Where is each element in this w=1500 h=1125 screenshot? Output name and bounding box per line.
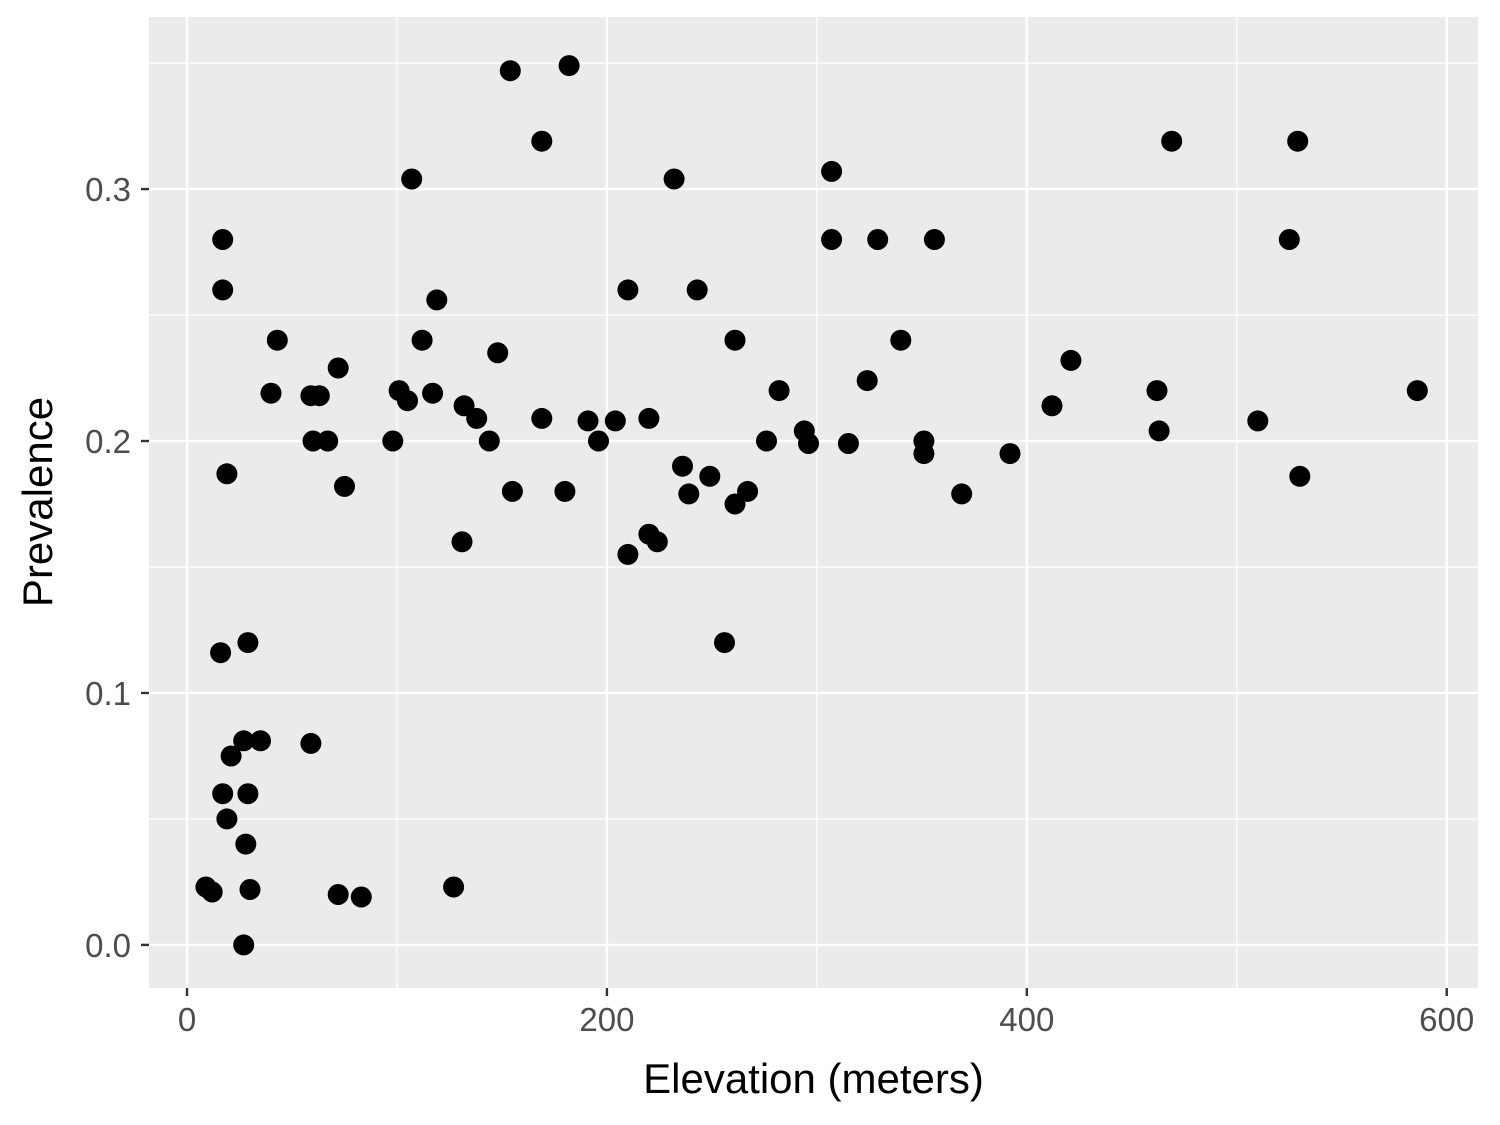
data-point — [638, 407, 660, 429]
data-point — [302, 430, 324, 452]
data-point — [554, 480, 576, 502]
data-point — [1278, 229, 1300, 250]
data-point — [913, 443, 935, 465]
data-point — [216, 808, 238, 830]
data-point — [1041, 395, 1063, 417]
data-point — [212, 783, 234, 805]
data-point — [646, 531, 668, 553]
data-point — [999, 443, 1021, 465]
data-point — [821, 229, 843, 250]
x-tick-label: 600 — [1419, 1001, 1474, 1038]
plot-panel — [149, 17, 1478, 988]
data-point — [1148, 420, 1170, 442]
data-point — [220, 745, 242, 767]
data-point — [686, 279, 708, 301]
data-point — [588, 430, 609, 452]
data-point — [1406, 380, 1428, 402]
y-tick-label: 0.2 — [85, 423, 131, 460]
data-point — [821, 160, 843, 182]
data-point — [1247, 410, 1269, 432]
data-point — [266, 329, 288, 351]
data-point — [951, 483, 973, 505]
data-point — [756, 430, 777, 452]
data-point — [212, 229, 234, 250]
data-point — [699, 465, 721, 487]
data-point — [422, 382, 444, 404]
data-point — [1287, 130, 1309, 152]
data-point — [300, 732, 322, 754]
data-point — [401, 168, 423, 190]
x-tick-label: 200 — [579, 1001, 634, 1038]
data-point — [487, 342, 509, 364]
data-point — [466, 407, 488, 429]
data-point — [411, 329, 433, 351]
data-point — [237, 632, 259, 654]
data-point — [201, 881, 223, 903]
data-point — [768, 380, 790, 402]
data-point — [678, 483, 700, 505]
data-point — [350, 886, 372, 908]
data-point — [558, 55, 580, 77]
data-point — [856, 370, 878, 392]
data-point — [308, 385, 330, 407]
data-point — [235, 833, 257, 855]
data-point — [531, 130, 553, 152]
data-point — [663, 168, 685, 190]
data-point — [499, 60, 521, 82]
data-point — [216, 463, 238, 485]
y-tick-label: 0.1 — [85, 675, 131, 712]
data-point — [426, 289, 448, 311]
data-point — [1161, 130, 1183, 152]
data-point — [210, 642, 232, 664]
data-point — [478, 430, 500, 452]
data-point — [260, 382, 282, 404]
data-point — [382, 430, 404, 452]
data-point — [867, 229, 889, 250]
x-tick-label: 0 — [178, 1001, 196, 1038]
data-point — [672, 455, 693, 477]
data-point — [397, 390, 418, 412]
data-point — [531, 407, 553, 429]
data-point — [317, 430, 339, 452]
data-point — [250, 730, 271, 752]
data-point — [233, 934, 255, 956]
data-point — [798, 433, 819, 454]
data-point — [239, 879, 261, 900]
data-point — [1060, 349, 1082, 371]
x-tick-label: 400 — [999, 1001, 1054, 1038]
y-tick-label: 0.0 — [85, 927, 131, 964]
data-point — [617, 279, 639, 301]
data-point — [890, 329, 912, 351]
data-point — [327, 357, 349, 379]
data-point — [1289, 465, 1311, 487]
y-axis-title: Prevalence — [14, 396, 61, 608]
data-point — [724, 493, 746, 515]
data-point — [724, 329, 746, 351]
data-point — [327, 884, 349, 905]
data-point — [334, 475, 355, 497]
data-point — [714, 632, 735, 654]
data-point — [501, 480, 523, 502]
data-point — [617, 543, 639, 565]
data-point — [923, 229, 945, 250]
data-point — [237, 783, 259, 805]
data-point — [604, 410, 626, 432]
x-axis-title: Elevation (meters) — [643, 1055, 984, 1102]
data-point — [577, 410, 599, 432]
data-point — [233, 730, 255, 752]
data-point — [451, 531, 473, 553]
y-tick-label: 0.3 — [85, 171, 131, 208]
data-point — [1146, 380, 1168, 402]
data-point — [212, 279, 234, 301]
data-point — [443, 876, 465, 898]
data-point — [837, 433, 859, 454]
